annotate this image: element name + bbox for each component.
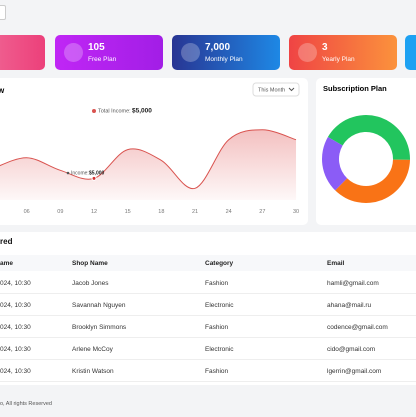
card-icon — [298, 43, 317, 62]
table-cell: codence@gmail.com — [327, 324, 388, 331]
table-cell: Electronic — [205, 302, 234, 309]
card-icon — [181, 43, 200, 62]
dropdown-label: This Month — [258, 87, 285, 93]
table-cell: ahana@mail.ru — [327, 302, 372, 309]
card-value: 105 — [88, 42, 105, 53]
x-tick-label: 24 — [226, 209, 232, 215]
row-divider — [0, 381, 416, 382]
tooltip-value: $5,000 — [89, 170, 105, 176]
card-value: 7,000 — [205, 42, 231, 53]
pie-segment — [322, 137, 348, 191]
legend-label: Total Income: — [98, 108, 131, 114]
table-cell: Fashion — [205, 280, 229, 287]
card — [0, 35, 45, 70]
stat-card: 3 Yearly Plan — [289, 35, 397, 70]
x-tick-label: 09 — [57, 209, 63, 215]
dropdown[interactable] — [252, 82, 300, 97]
table-cell: 024, 10:30 — [0, 324, 31, 331]
table-cell: Electronic — [205, 346, 234, 353]
dropdown-arrow — [288, 87, 295, 92]
x-tick-label: 27 — [259, 209, 265, 215]
table-cell: 024, 10:30 — [0, 368, 31, 375]
table-cell: Arlene McCoy — [72, 346, 113, 353]
table-cell: lgerrin@gmail.com — [327, 368, 382, 375]
table-cell: hamli@gmail.com — [327, 280, 379, 287]
column-header: Category — [205, 260, 234, 267]
table-cell: Jacob Jones — [72, 280, 109, 287]
table-cell: Fashion — [205, 324, 229, 331]
row-divider — [0, 337, 416, 338]
line — [0, 129, 297, 189]
card-label: Monthly Plan — [205, 56, 243, 63]
table-cell: Kristin Watson — [72, 368, 114, 375]
tooltip-dot — [91, 175, 97, 181]
stat-card: 7,000 Monthly Plan — [172, 35, 280, 70]
pie-segment — [335, 159, 410, 203]
row-divider — [0, 315, 416, 316]
table-title: red — [0, 237, 13, 246]
column-header: Email — [327, 260, 345, 267]
x-tick-label: 06 — [24, 209, 30, 215]
x-tick-label: 30 — [293, 209, 299, 215]
subscription-panel: Subscription Plan — [316, 78, 416, 225]
table-cell: 024, 10:30 — [0, 302, 31, 309]
row-divider — [0, 359, 416, 360]
card-label: Free Plan — [88, 56, 117, 63]
top-button[interactable] — [0, 5, 6, 20]
table-cell: Savannah Nguyen — [72, 302, 126, 309]
table-header-bg — [0, 255, 416, 271]
table-cell: 024, 10:30 — [0, 346, 31, 353]
legend-value: $5,000 — [132, 108, 152, 115]
row-divider — [0, 293, 416, 294]
x-tick-label: 21 — [192, 209, 198, 215]
column-header: Shop Name — [72, 260, 108, 267]
stat-card: 105 Free Plan — [55, 35, 163, 70]
x-tick-label: 12 — [91, 209, 97, 215]
table-cell: Brooklyn Simmons — [72, 324, 127, 331]
footer: o, All rights Reserved — [0, 401, 52, 407]
card-value: 3 — [322, 42, 328, 53]
chart-title: Subscription Plan — [323, 84, 387, 93]
card-label: Yearly Plan — [322, 56, 355, 63]
table-cell: 024, 10:30 — [0, 280, 31, 287]
pie-chart: Subscription Plan — [322, 84, 410, 203]
chart-title: w — [0, 86, 5, 95]
area — [0, 129, 297, 200]
tooltip-label: Income: — [71, 170, 89, 176]
column-header: ame — [0, 260, 14, 267]
card-icon — [64, 43, 83, 62]
x-tick-label: 18 — [158, 209, 164, 215]
tooltip-marker — [66, 171, 70, 175]
table-cell: Fashion — [205, 368, 229, 375]
table-cell: cido@gmail.com — [327, 346, 376, 353]
pie-segment — [327, 115, 410, 160]
legend-dot — [92, 109, 96, 113]
table-panel: red ame Shop Name Category Email 024, 10:30 Ja… — [0, 232, 416, 385]
x-tick-label: 15 — [125, 209, 131, 215]
card — [405, 35, 416, 70]
